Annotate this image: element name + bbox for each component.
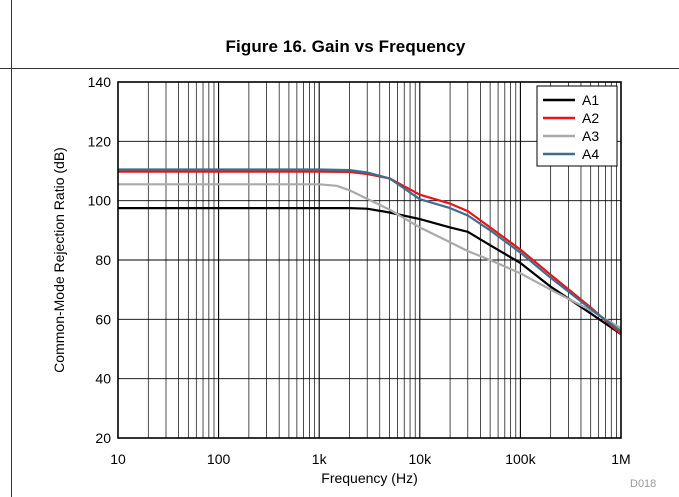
legend-label-a1: A1 (582, 92, 599, 108)
y-tick-label: 140 (88, 74, 112, 90)
y-tick-label: 40 (95, 371, 111, 387)
y-tick-label: 20 (95, 430, 111, 446)
tick-labels: 10 100 1k 10k 100k 1M 20 40 60 80 100 120 140 (88, 74, 631, 467)
plot-frame (117, 81, 622, 439)
x-tick-label: 100 (207, 451, 231, 467)
series-line-a3 (118, 183, 622, 330)
series-line-a2 (118, 170, 622, 336)
x-tick-label: 1M (611, 451, 630, 467)
x-tick-label: 10k (409, 451, 433, 467)
series-lines (118, 168, 622, 336)
x-axis-label: Frequency (Hz) (321, 470, 417, 486)
series-line-a1 (118, 207, 622, 336)
grid-lines (118, 82, 621, 438)
y-tick-label: 80 (95, 252, 111, 268)
y-tick-label: 120 (88, 133, 112, 149)
y-tick-label: 100 (88, 193, 112, 209)
legend: A1 A2 A3 A4 (536, 85, 618, 167)
y-tick-label: 60 (95, 311, 111, 327)
series-line-a4 (118, 168, 622, 333)
x-tick-label: 100k (505, 451, 536, 467)
y-axis-label: Common-Mode Rejection Ratio (dB) (51, 147, 67, 373)
legend-label-a3: A3 (582, 128, 599, 144)
legend-label-a2: A2 (582, 110, 599, 126)
frame-left-border (11, 0, 12, 497)
x-tick-label: 1k (312, 451, 328, 467)
legend-label-a4: A4 (582, 146, 599, 162)
figure-title: Figure 16. Gain vs Frequency (225, 37, 466, 56)
x-tick-label: 10 (110, 451, 126, 467)
figure-code: D018 (630, 478, 657, 490)
frame-title-divider (0, 68, 679, 69)
